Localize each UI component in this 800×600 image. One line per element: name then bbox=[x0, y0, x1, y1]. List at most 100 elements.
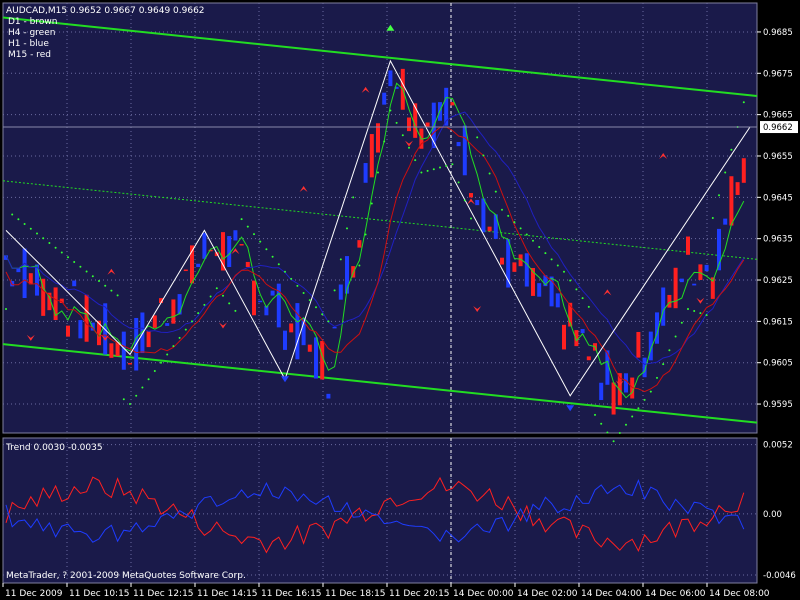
bear-candle bbox=[47, 292, 52, 311]
bull-candle bbox=[338, 284, 343, 300]
bull-candle bbox=[679, 278, 684, 283]
price-tick-label: 0.9595 bbox=[763, 400, 793, 410]
bear-candle bbox=[735, 182, 740, 195]
fractal-up-arrow bbox=[659, 152, 668, 159]
copyright-text: MetaTrader, ? 2001-2009 MetaQuotes Softw… bbox=[6, 571, 246, 581]
sar-dot bbox=[339, 258, 342, 261]
sar-dot bbox=[432, 168, 435, 171]
bull-candle bbox=[493, 214, 498, 239]
fractal-down-arrow bbox=[696, 297, 705, 304]
bear-candle bbox=[59, 298, 64, 303]
bull-candle bbox=[258, 300, 263, 303]
sar-dot bbox=[110, 289, 113, 292]
sar-dot bbox=[178, 336, 181, 339]
sar-dot bbox=[321, 313, 324, 316]
bull-candle bbox=[4, 255, 8, 260]
sar-dot bbox=[426, 169, 429, 172]
sar-dot bbox=[333, 289, 336, 292]
fractal-up-arrow bbox=[107, 268, 116, 275]
bull-candle bbox=[717, 228, 721, 271]
bull-candle bbox=[655, 312, 659, 344]
bull-candle bbox=[165, 323, 170, 326]
sar-dot bbox=[209, 295, 212, 298]
bear-candle bbox=[673, 267, 678, 309]
sar-dot bbox=[705, 314, 708, 317]
bear-candle bbox=[183, 269, 188, 272]
sar-dot bbox=[215, 287, 218, 290]
fractal-down-arrow bbox=[101, 334, 110, 341]
sar-dot bbox=[85, 270, 88, 273]
sar-dot bbox=[160, 361, 162, 364]
top-marker-icon bbox=[386, 24, 395, 31]
sar-dot bbox=[172, 345, 175, 348]
indicator-tick-label: -0.0046 bbox=[763, 571, 796, 581]
price-tick-label: 0.9625 bbox=[763, 276, 793, 286]
sar-dot bbox=[358, 264, 361, 267]
sar-dot bbox=[699, 312, 702, 315]
sar-dot bbox=[271, 255, 274, 258]
price-tick-label: 0.9685 bbox=[763, 28, 793, 38]
slow-ma-blue-line bbox=[5, 111, 745, 365]
sar-dot bbox=[265, 248, 268, 251]
sar-dot bbox=[54, 246, 57, 249]
sar-dot bbox=[463, 199, 466, 202]
sar-dot bbox=[147, 378, 150, 381]
bull-candle bbox=[121, 331, 126, 370]
bull-candle bbox=[276, 283, 281, 328]
bear-candle bbox=[146, 331, 151, 348]
sar-dot bbox=[420, 171, 423, 174]
bear-candle bbox=[239, 244, 244, 246]
sar-dot bbox=[302, 292, 305, 295]
price-tick-label: 0.9615 bbox=[763, 317, 793, 327]
sar-dot bbox=[618, 432, 621, 434]
fractal-up-arrow bbox=[361, 86, 370, 93]
bear-candle bbox=[710, 277, 715, 299]
bull-candle bbox=[456, 142, 461, 147]
fractal-up-arrow bbox=[299, 186, 308, 193]
time-tick-label: 11 Dec 14:15 bbox=[197, 589, 258, 599]
sar-dot bbox=[488, 172, 491, 175]
sar-dot bbox=[668, 349, 671, 352]
sar-dot bbox=[544, 252, 547, 255]
bottom-marker-icon bbox=[566, 405, 575, 412]
bear-candle bbox=[568, 302, 573, 327]
price-tick-label: 0.9675 bbox=[763, 69, 793, 79]
sar-dot bbox=[259, 240, 262, 243]
sar-dot bbox=[563, 270, 565, 273]
sar-dot bbox=[29, 227, 32, 230]
bear-candle bbox=[245, 261, 250, 267]
bear-candle bbox=[698, 264, 703, 280]
sar-dot bbox=[494, 190, 497, 193]
zigzag-line bbox=[5, 59, 751, 397]
bear-candle bbox=[159, 298, 163, 303]
sar-dot bbox=[662, 363, 665, 366]
bull-candle bbox=[283, 330, 287, 350]
bull-candle bbox=[363, 163, 368, 183]
bull-candle bbox=[345, 256, 349, 294]
sar-dot bbox=[116, 294, 119, 297]
fractal-down-arrow bbox=[26, 334, 35, 341]
bear-candle bbox=[109, 343, 114, 358]
sar-dot bbox=[79, 265, 82, 268]
bear-candle bbox=[252, 280, 256, 316]
bull-candle bbox=[332, 326, 337, 329]
bull-candle bbox=[624, 373, 628, 393]
bull-candle bbox=[264, 305, 269, 316]
bear-candle bbox=[171, 299, 176, 324]
sar-dot bbox=[730, 148, 733, 151]
bear-candle bbox=[518, 254, 523, 267]
sar-dot bbox=[98, 280, 100, 283]
sar-dot bbox=[600, 422, 603, 425]
price-tick-label: 0.9665 bbox=[763, 111, 793, 121]
bear-candle bbox=[128, 363, 132, 365]
bear-candle bbox=[66, 325, 70, 337]
sar-dot bbox=[501, 208, 503, 211]
time-tick-label: 11 Dec 12:15 bbox=[133, 589, 194, 599]
bull-candle bbox=[72, 280, 77, 287]
sar-dot bbox=[197, 312, 200, 315]
trend-red-line bbox=[5, 476, 745, 554]
bear-candle bbox=[221, 232, 225, 271]
sar-dot bbox=[228, 302, 231, 305]
bear-candle bbox=[208, 249, 213, 252]
